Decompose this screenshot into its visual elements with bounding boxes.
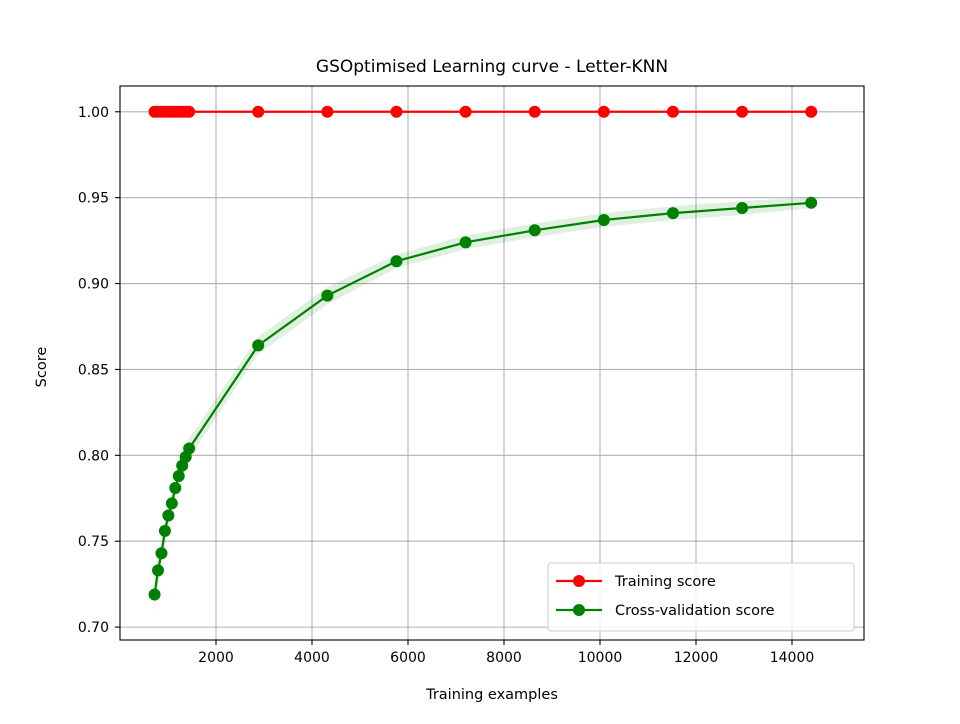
- data-point: [152, 564, 165, 577]
- y-tick-label: 1.00: [78, 105, 109, 121]
- x-tick-label: 8000: [486, 650, 522, 666]
- data-point: [597, 105, 610, 118]
- series-group-1: [148, 196, 818, 612]
- data-point: [148, 588, 161, 601]
- data-point: [597, 213, 610, 226]
- x-tick-label: 2000: [198, 650, 234, 666]
- data-point: [165, 497, 178, 510]
- data-point: [252, 339, 265, 352]
- data-point: [528, 105, 541, 118]
- y-tick-label: 0.90: [78, 277, 109, 293]
- data-point: [666, 207, 679, 220]
- data-point: [172, 469, 185, 482]
- data-point: [155, 547, 168, 560]
- legend: Training score Cross-validation score: [547, 562, 855, 632]
- legend-marker: [573, 604, 585, 616]
- x-axis-label: Training examples: [425, 687, 558, 703]
- data-point: [805, 105, 818, 118]
- data-point: [666, 105, 679, 118]
- data-point: [321, 105, 334, 118]
- data-point: [321, 289, 334, 302]
- legend-box: [547, 562, 855, 632]
- series-group-0: [148, 105, 818, 118]
- y-axis-label: Score: [34, 347, 50, 388]
- y-tick-label: 0.95: [78, 191, 109, 207]
- y-tick-label: 0.70: [78, 620, 109, 636]
- x-tick-label: 6000: [390, 650, 426, 666]
- legend-label: Training score: [614, 574, 716, 590]
- data-point: [736, 201, 749, 214]
- data-point: [158, 524, 171, 537]
- legend-marker: [573, 575, 585, 587]
- data-point: [252, 105, 265, 118]
- y-tick-label: 0.80: [78, 448, 109, 464]
- x-tick-label: 14000: [770, 650, 815, 666]
- data-point: [528, 224, 541, 237]
- plot-area-background: [120, 86, 864, 640]
- data-point: [736, 105, 749, 118]
- data-point: [169, 481, 182, 494]
- data-point: [459, 236, 472, 249]
- x-tick-label: 10000: [578, 650, 623, 666]
- data-point: [162, 509, 175, 522]
- axis-ticks: 2000 4000 6000 8000 10000 12000 14000 0.70 0.75 0…: [78, 105, 814, 666]
- y-tick-label: 0.85: [78, 362, 109, 378]
- data-point: [390, 105, 403, 118]
- y-tick-label: 0.75: [78, 534, 109, 550]
- data-point: [459, 105, 472, 118]
- legend-label: Cross-validation score: [615, 603, 775, 619]
- data-point: [805, 196, 818, 209]
- data-point: [183, 442, 196, 455]
- data-point: [390, 255, 403, 268]
- data-point: [183, 105, 196, 118]
- axes-frame: [119, 85, 865, 641]
- x-tick-label: 12000: [674, 650, 719, 666]
- x-tick-label: 4000: [294, 650, 330, 666]
- chart-title: GSOptimised Learning curve - Letter-KNN: [316, 57, 668, 77]
